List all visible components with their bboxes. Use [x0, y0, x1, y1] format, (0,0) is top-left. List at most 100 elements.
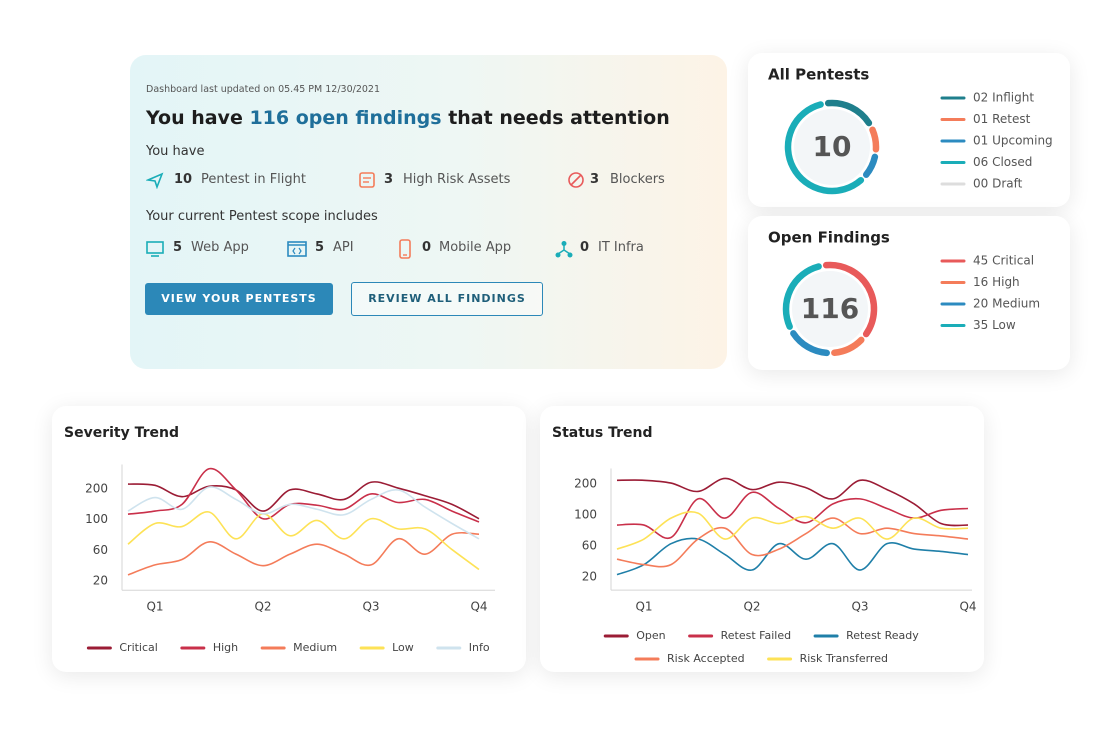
all-pentests-card: All Pentests 02 Inflight 01 Retest 01 Upcom… — [748, 53, 1070, 207]
donut-total: 116 — [801, 292, 859, 325]
card-title: Status Trend — [552, 425, 653, 441]
legend-label: Open — [636, 629, 665, 642]
donut-segment — [784, 101, 865, 195]
legend-label: 35 Low — [973, 318, 1016, 332]
y-tick-label: 60 — [93, 543, 108, 557]
legend-item: Critical — [86, 641, 158, 654]
line-chart: Status Trend 20 60 100 200 Q1 Q2 Q3 Q4 Open Retest… — [552, 425, 977, 665]
x-tick-label: Q3 — [851, 600, 868, 614]
line-chart: Severity Trend 20 60 100 200 Q1 Q2 Q3 Q4 Critical… — [64, 425, 495, 654]
asset-icon — [359, 172, 375, 188]
legend-item: Medium — [260, 641, 337, 654]
review-findings-button[interactable]: REVIEW ALL FINDINGS — [351, 282, 543, 316]
infra-icon — [555, 241, 573, 258]
legend-item: Open — [603, 629, 666, 642]
scope-count: 5 — [315, 240, 325, 255]
stat-count: 10 — [174, 172, 193, 187]
legend-label: 01 Retest — [973, 112, 1031, 126]
x-tick-label: Q3 — [362, 600, 379, 614]
donut-segment — [831, 336, 865, 357]
headline: You have 116 open findings that needs at… — [146, 107, 670, 129]
webapp-icon — [146, 241, 164, 257]
plane-icon — [146, 172, 164, 189]
series-line — [127, 531, 480, 576]
legend-label: High — [213, 641, 238, 654]
legend-label: Low — [392, 641, 414, 654]
scope-count: 0 — [422, 240, 432, 255]
scope-title: Your current Pentest scope includes — [146, 209, 378, 224]
legend-label: Retest Ready — [846, 629, 919, 642]
x-tick-label: Q1 — [635, 600, 652, 614]
series-line — [127, 511, 480, 571]
donut-center — [794, 109, 870, 185]
donut-segment — [869, 126, 880, 153]
status-trend-card: Status Trend 20 60 100 200 Q1 Q2 Q3 Q4 Open Retest… — [540, 406, 984, 672]
headline-text: that needs attention — [441, 107, 670, 129]
stat-count: 3 — [590, 172, 600, 187]
legend-item: Retest Failed — [688, 629, 791, 642]
legend-item: Risk Transferred — [767, 652, 888, 665]
legend-label: 02 Inflight — [973, 91, 1034, 105]
scope-count: 5 — [173, 240, 183, 255]
view-pentests-button[interactable]: VIEW YOUR PENTESTS — [145, 283, 333, 315]
donut-segment — [790, 330, 830, 357]
last-updated: Dashboard last updated on 05.45 PM 12/30… — [146, 84, 381, 95]
scope-label: API — [333, 240, 354, 255]
y-tick-label: 20 — [582, 570, 597, 584]
donut-chart: All Pentests 02 Inflight 01 Retest 01 Upcom… — [768, 66, 1053, 195]
y-tick-label: 200 — [85, 482, 108, 496]
severity-trend-card: Severity Trend 20 60 100 200 Q1 Q2 Q3 Q4 Critical… — [52, 406, 526, 672]
x-tick-label: Q1 — [146, 600, 163, 614]
donut-segment — [782, 263, 822, 330]
donut-center — [792, 271, 868, 347]
series-line — [616, 477, 969, 527]
legend-label: Medium — [293, 641, 337, 654]
legend-label: Risk Accepted — [667, 652, 745, 665]
scope-label: Web App — [191, 240, 249, 255]
open-findings-card: Open Findings 45 Critical 16 High 20 Medium… — [748, 216, 1070, 370]
legend-label: Info — [469, 641, 490, 654]
donut-segment — [824, 99, 873, 127]
x-tick-label: Q4 — [959, 600, 976, 614]
x-tick-label: Q2 — [743, 600, 760, 614]
stat-label: Pentest in Flight — [201, 172, 306, 187]
legend-item: Retest Ready — [813, 629, 919, 642]
legend-label: 00 Draft — [973, 177, 1023, 191]
donut-segment — [862, 153, 879, 178]
legend-label: Critical — [119, 641, 157, 654]
stat-label: Blockers — [610, 172, 665, 187]
series-line — [616, 537, 969, 576]
legend-label: 20 Medium — [973, 297, 1040, 311]
x-tick-label: Q2 — [254, 600, 271, 614]
donut-chart: Open Findings 45 Critical 16 High 20 Medium… — [768, 229, 1040, 357]
summary-card: Dashboard last updated on 05.45 PM 12/30… — [130, 55, 727, 369]
y-tick-label: 60 — [582, 539, 597, 553]
legend-item: Info — [436, 641, 490, 654]
you-have: You have — [146, 144, 205, 159]
y-tick-label: 100 — [574, 508, 597, 522]
card-title: Severity Trend — [64, 425, 179, 441]
legend-item: High — [180, 641, 238, 654]
stat-label: High Risk Assets — [403, 172, 511, 187]
blocker-icon — [568, 172, 584, 188]
legend-label: 01 Upcoming — [973, 134, 1053, 148]
legend-item: Low — [359, 641, 414, 654]
legend-label: 06 Closed — [973, 155, 1032, 169]
api-icon — [287, 241, 307, 257]
card-title: All Pentests — [768, 66, 869, 84]
legend-label: 16 High — [973, 275, 1020, 289]
legend-label: Risk Transferred — [800, 652, 888, 665]
scope-count: 0 — [580, 240, 590, 255]
headline-text: You have — [146, 107, 250, 129]
scope-label: IT Infra — [598, 240, 644, 255]
donut-total: 10 — [813, 130, 852, 163]
legend-label: 45 Critical — [973, 254, 1034, 268]
x-tick-label: Q4 — [470, 600, 487, 614]
series-line — [127, 467, 480, 523]
stat-count: 3 — [384, 172, 394, 187]
donut-segment — [822, 261, 878, 338]
legend-item: Risk Accepted — [634, 652, 745, 665]
y-tick-label: 200 — [574, 477, 597, 491]
y-tick-label: 20 — [93, 574, 108, 588]
